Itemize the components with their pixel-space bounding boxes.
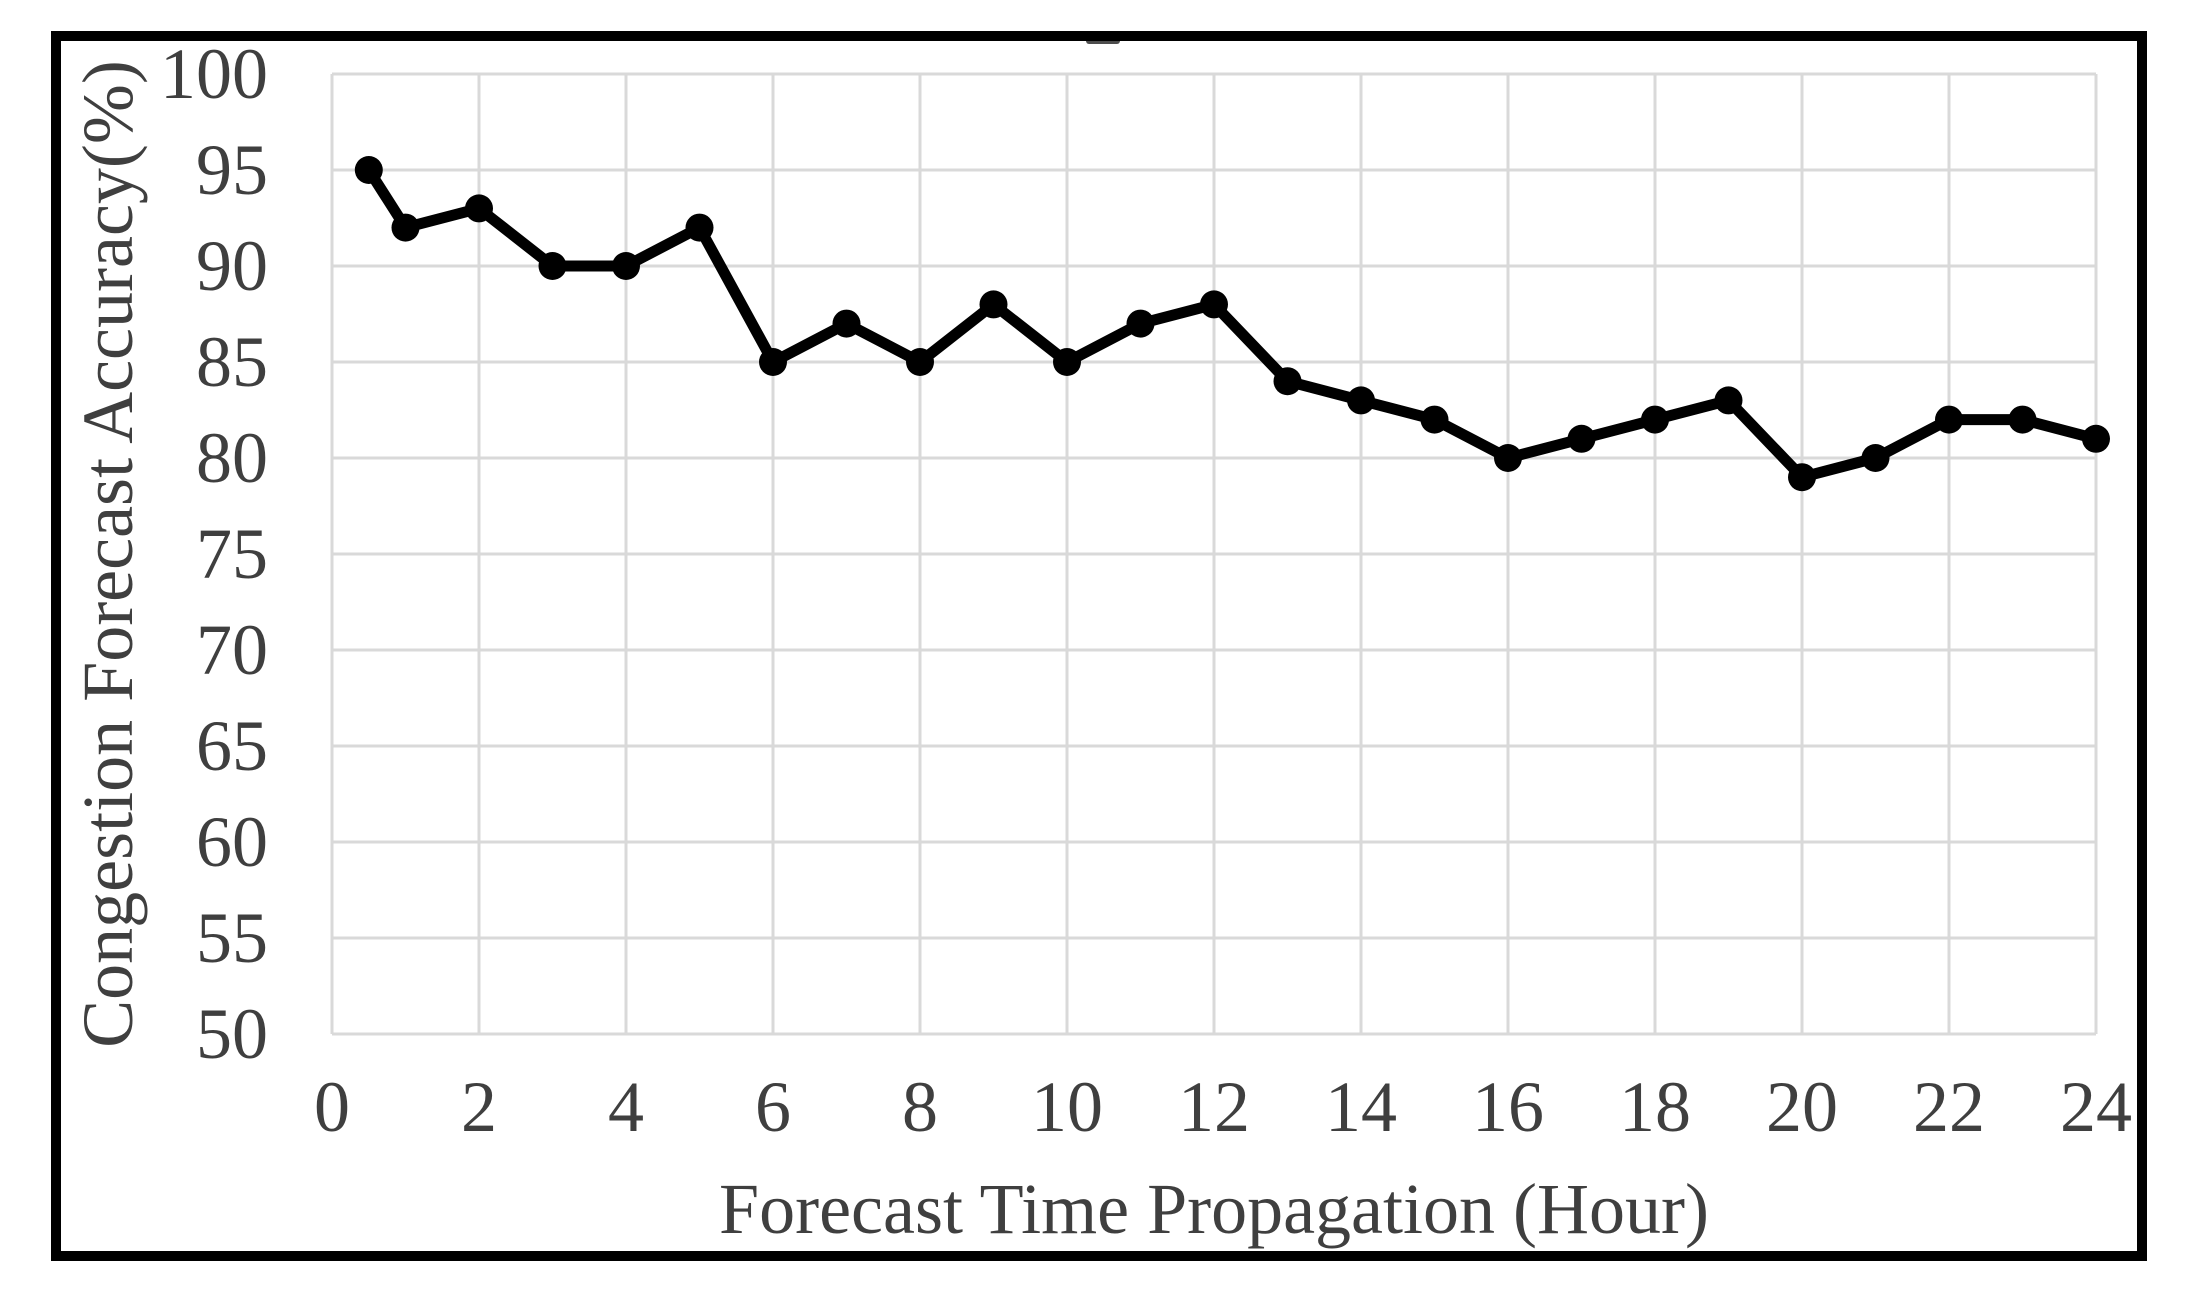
x-tick-label: 12 bbox=[1178, 1067, 1250, 1147]
y-tick-label: 90 bbox=[196, 226, 268, 306]
x-tick-label: 18 bbox=[1619, 1067, 1691, 1147]
data-point-marker bbox=[759, 348, 787, 376]
y-tick-label: 80 bbox=[196, 418, 268, 498]
data-point-marker bbox=[685, 213, 714, 242]
figure-border bbox=[51, 31, 2147, 1261]
y-tick-label: 60 bbox=[196, 802, 268, 882]
data-point-marker bbox=[1347, 386, 1375, 415]
data-point-marker bbox=[1494, 444, 1522, 472]
data-point-marker bbox=[1567, 424, 1596, 453]
y-tick-label: 65 bbox=[196, 706, 268, 786]
y-tick-label: 75 bbox=[196, 514, 268, 594]
data-point-marker bbox=[979, 290, 1008, 319]
data-point-marker bbox=[1126, 309, 1155, 338]
x-tick-label: 2 bbox=[461, 1067, 497, 1147]
y-tick-label: 100 bbox=[160, 34, 268, 114]
data-line bbox=[363, 164, 2102, 483]
y-tick-label: 85 bbox=[196, 322, 268, 402]
data-point-marker bbox=[2082, 424, 2110, 453]
data-point-marker bbox=[1714, 386, 1743, 415]
data-point-marker bbox=[1861, 444, 1890, 472]
y-tick-label: 70 bbox=[196, 610, 268, 690]
x-tick-label: 16 bbox=[1472, 1067, 1544, 1147]
data-point-markers bbox=[354, 156, 2110, 492]
data-point-marker bbox=[465, 194, 493, 223]
x-tick-label: 6 bbox=[755, 1067, 791, 1147]
x-tick-label: 10 bbox=[1031, 1067, 1103, 1147]
data-point-marker bbox=[1273, 367, 1302, 396]
x-tick-label: 14 bbox=[1325, 1067, 1397, 1147]
data-point-marker bbox=[1935, 405, 1963, 434]
data-point-marker bbox=[354, 156, 383, 184]
x-tick-label: 22 bbox=[1913, 1067, 1985, 1147]
data-point-marker bbox=[612, 252, 640, 280]
data-point-marker bbox=[1420, 405, 1449, 434]
x-tick-label: 8 bbox=[902, 1067, 938, 1147]
data-point-marker bbox=[2008, 405, 2037, 434]
data-point-marker bbox=[832, 309, 861, 338]
data-point-marker bbox=[1788, 463, 1816, 492]
y-axis-title: Congestion Forecast Accuracy(%) bbox=[68, 60, 148, 1048]
data-point-marker bbox=[538, 252, 567, 280]
x-tick-label: 4 bbox=[608, 1067, 644, 1147]
y-tick-label: 55 bbox=[196, 898, 268, 978]
data-point-marker bbox=[906, 348, 934, 376]
x-tick-label: 0 bbox=[314, 1067, 350, 1147]
x-tick-labels: 0 2 4 6 8 10 12 14 16 18 20 22 24 bbox=[314, 1067, 2132, 1147]
x-tick-label: 20 bbox=[1766, 1067, 1838, 1147]
gridlines bbox=[330, 72, 2098, 1036]
y-tick-label: 50 bbox=[196, 994, 268, 1074]
data-point-marker bbox=[1200, 290, 1228, 319]
y-tick-label: 95 bbox=[196, 130, 268, 210]
x-tick-label: 24 bbox=[2060, 1067, 2132, 1147]
y-tick-labels: 50 55 60 65 70 75 80 85 90 95 100 bbox=[160, 34, 268, 1074]
data-point-marker bbox=[1053, 348, 1081, 376]
data-point-marker bbox=[1641, 405, 1669, 434]
x-axis-title: Forecast Time Propagation (Hour) bbox=[719, 1169, 1709, 1249]
data-point-marker bbox=[391, 213, 420, 242]
